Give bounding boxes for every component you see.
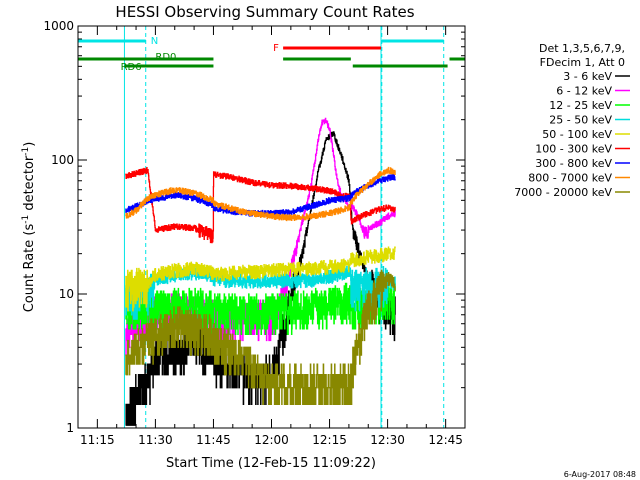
data-series [125,117,396,426]
legend-entry-label: 300 - 800 keV [535,157,612,170]
legend-entry-label: 100 - 300 keV [535,143,612,156]
axes: 11:15 11:30 11:45 12:00 12:15 12:30 12:45 1 10 10… [43,19,466,447]
x-tick-label: 11:30 [138,433,173,447]
legend-entry-label: 25 - 50 keV [549,114,612,127]
legend: Det 1,3,5,6,7,9,FDecim 1, Att 03 - 6 keV… [514,42,630,199]
flare-flag-label: F [273,43,279,54]
y-axis-label: Count Rate (s-1 detector-1) [21,142,37,313]
legend-entry-label: 50 - 100 keV [542,128,612,141]
y-tick-label: 1000 [43,19,74,33]
x-tick-label: 12:15 [312,433,347,447]
legend-entry-label: 7000 - 20000 keV [514,186,612,199]
night-flag-label: N [151,36,158,47]
x-axis-label: Start Time (12-Feb-15 11:09:22) [166,456,376,471]
render-timestamp: 6-Aug-2017 08:48 [564,470,636,479]
x-tick-label: 12:00 [254,433,289,447]
rd0-flag-label: RD0 [155,52,176,63]
chart-title: HESSI Observing Summary Count Rates [115,3,414,21]
series-line-4 [125,246,396,312]
rd6-flag-label: RD6 [121,62,142,73]
x-tick-label: 12:45 [428,433,463,447]
y-tick-label: 100 [51,153,74,167]
legend-entry-label: 800 - 7000 keV [528,172,612,185]
status-flags: N F RD0 RD6 [78,26,465,428]
legend-entry-label: 12 - 25 keV [549,99,612,112]
series-line-8 [125,269,396,406]
x-tick-label: 11:15 [80,433,115,447]
x-tick-label: 11:45 [196,433,231,447]
legend-entry-label: 6 - 12 keV [556,85,612,98]
series-line-7 [125,166,396,222]
x-tick-label: 12:30 [370,433,405,447]
legend-header-line: FDecim 1, Att 0 [540,56,625,69]
legend-entry-label: 3 - 6 keV [563,70,612,83]
legend-header-line: Det 1,3,5,6,7,9, [539,42,625,55]
y-tick-label: 10 [59,287,74,301]
y-tick-label: 1 [66,421,74,435]
